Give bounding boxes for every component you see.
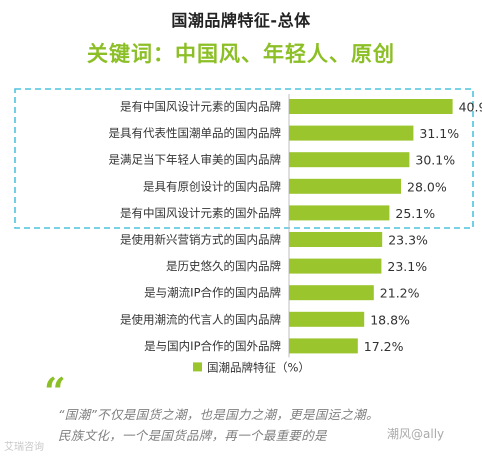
bar-3 bbox=[289, 152, 410, 168]
category-label-10: 是与国内IP合作的国外品牌 bbox=[144, 339, 281, 353]
category-label-7: 是历史悠久的国内品牌 bbox=[166, 259, 281, 273]
category-label-2: 是具有代表性国潮单品的国内品牌 bbox=[109, 126, 282, 140]
value-label-2: 31.1% bbox=[419, 126, 459, 141]
quote-line-2: 民族文化，一个是国货品牌，再一个最重要的是 bbox=[58, 428, 327, 443]
bar-9 bbox=[289, 311, 365, 327]
legend-swatch bbox=[193, 362, 202, 372]
bar-5 bbox=[289, 205, 390, 221]
quote-line-1: “国潮”不仅是国货之潮，也是国力之潮，更是国运之潮。 bbox=[58, 407, 379, 422]
value-label-1: 40.9% bbox=[459, 100, 482, 115]
value-label-8: 21.2% bbox=[380, 286, 420, 301]
watermark-right: 潮风@ally bbox=[387, 427, 445, 441]
bar-4 bbox=[289, 178, 401, 194]
category-label-8: 是与潮流IP合作的国内品牌 bbox=[144, 286, 281, 300]
bar-6 bbox=[289, 232, 383, 247]
value-label-9: 18.8% bbox=[370, 312, 410, 327]
value-label-10: 17.2% bbox=[364, 339, 404, 354]
bar-chart: 是有中国风设计元素的国内品牌 40.9% 是具有代表性国潮单品的国内品牌 31.1% 是… bbox=[14, 88, 482, 374]
value-label-7: 23.1% bbox=[387, 259, 427, 274]
category-label-6: 是使用新兴营销方式的国内品牌 bbox=[120, 233, 281, 247]
value-label-4: 28.0% bbox=[407, 179, 447, 194]
value-label-6: 23.3% bbox=[388, 233, 428, 248]
chart-subtitle: 关键词：中国风、年轻人、原创 bbox=[87, 42, 395, 66]
quote-text: “国潮”不仅是国货之潮，也是国力之潮，更是国运之潮。 民族文化，一个是国货品牌，… bbox=[58, 404, 478, 446]
watermark-left: 艾瑞咨询 bbox=[4, 442, 44, 453]
category-label-3: 是满足当下年轻人审美的国内品牌 bbox=[109, 153, 282, 167]
legend-label: 国潮品牌特征（%） bbox=[207, 360, 310, 374]
bar-7 bbox=[289, 258, 382, 274]
bar-1 bbox=[289, 99, 453, 114]
category-label-9: 是使用潮流的代言人的国内品牌 bbox=[120, 312, 281, 326]
bar-8 bbox=[289, 285, 374, 301]
category-label-5: 是有中国风设计元素的国外品牌 bbox=[120, 206, 281, 220]
bar-10 bbox=[289, 338, 358, 354]
value-label-5: 25.1% bbox=[395, 206, 435, 221]
value-label-3: 30.1% bbox=[415, 153, 455, 168]
category-label-4: 是具有原创设计的国内品牌 bbox=[143, 179, 281, 193]
category-label-1: 是有中国风设计元素的国内品牌 bbox=[120, 100, 281, 114]
highlight-box bbox=[14, 88, 474, 229]
quote-mark-icon: “ bbox=[44, 369, 66, 414]
bar-2 bbox=[289, 125, 414, 141]
chart-title: 国潮品牌特征-总体 bbox=[171, 11, 311, 30]
